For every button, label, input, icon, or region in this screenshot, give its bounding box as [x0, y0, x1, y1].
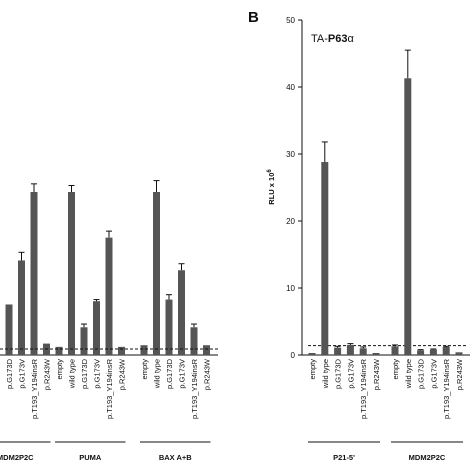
y-tick-label: 40: [286, 83, 295, 92]
group-label-bax-a-b: BAX A+B: [159, 453, 192, 462]
category-label: p.G173V: [93, 359, 102, 389]
bar-a-mdm2p2c-p-g173d: [5, 304, 13, 355]
bar-a-mdm2p2c-p-t193-y194insr: [30, 192, 38, 355]
bar-a-puma-wild-type: [68, 192, 75, 355]
bar-b-p21-5-p-g173d: [334, 347, 342, 355]
bar-b-mdm2p2c-p-t193-y194insr: [442, 346, 450, 355]
category-label: empty: [391, 359, 400, 380]
category-label: wild type: [321, 359, 330, 389]
bar-b-mdm2p2c-empty: [391, 346, 399, 355]
bar-a-mdm2p2c-p-g173v: [18, 260, 25, 355]
category-label: p.T193_Y194insR: [442, 358, 451, 419]
category-label: empty: [55, 359, 64, 380]
y-tick-label: 50: [286, 16, 295, 25]
bar-b-p21-5-p-r243w: [372, 352, 380, 355]
bar-a-bax-a-b-wild-type: [153, 192, 160, 355]
bar-a-puma-p-g173v: [93, 301, 100, 355]
bar-a-puma-empty: [55, 346, 63, 355]
category-label: p.G173D: [334, 358, 343, 389]
category-label: p.G173V: [178, 359, 187, 389]
category-label: p.G173V: [346, 359, 355, 389]
category-label: p.T193_Y194insR: [30, 358, 39, 419]
category-label: p.T193_Y194insR: [190, 358, 199, 419]
bar-a-bax-a-b-p-g173d: [165, 299, 173, 355]
category-label: p.G173D: [80, 358, 89, 389]
bar-a-puma-p-r243w: [118, 346, 125, 355]
panel-letter: B: [248, 9, 259, 26]
group-label-p21-5: P21-5': [333, 453, 355, 462]
category-label: p.G173D: [5, 358, 14, 389]
category-label: p.G173V: [429, 359, 438, 389]
category-label: p.R243W: [372, 358, 381, 390]
bar-a-puma-p-g173d: [80, 327, 88, 355]
y-tick-label: 20: [286, 217, 295, 226]
category-label: p.G173V: [18, 359, 27, 389]
bar-a-bax-a-b-p-g173v: [178, 270, 185, 355]
y-tick-label: 0: [291, 351, 296, 360]
category-label: empty: [140, 359, 149, 380]
y-axis-label: RLU x 106: [267, 169, 276, 205]
bar-b-p21-5-wild-type: [321, 162, 329, 355]
bar-b-p21-5-p-t193-y194insr: [359, 348, 367, 355]
bar-b-mdm2p2c-p-g173v: [429, 349, 437, 355]
group-label-mdm2p2c: MDM2P2C: [409, 453, 446, 462]
group-label-puma: PUMA: [79, 453, 102, 462]
category-label: p.G173D: [165, 358, 174, 389]
panel-b: B TA-P63α 0 10 20 30 40 50 RLU x 106 empty wild ty…: [248, 9, 470, 462]
y-tick-label: 10: [286, 284, 295, 293]
category-label: p.R243W: [118, 358, 127, 390]
category-label: p.R243W: [455, 358, 464, 390]
panel-a: p.G173D p.G173V p.T193_Y194insR p.R243WMDM2…: [0, 180, 218, 462]
bar-a-bax-a-b-p-r243w: [203, 345, 210, 355]
bar-b-mdm2p2c-wild-type: [404, 78, 412, 355]
category-label: wild type: [404, 359, 413, 389]
y-tick-label: 30: [286, 150, 295, 159]
category-label: p.G173D: [417, 358, 426, 389]
category-label: wild type: [68, 359, 77, 389]
bar-a-bax-a-b-empty: [140, 345, 148, 355]
bar-b-mdm2p2c-p-r243w: [455, 352, 463, 355]
bar-b-p21-5-empty: [308, 352, 316, 355]
bar-a-bax-a-b-p-t193-y194insr: [190, 327, 198, 355]
bar-b-p21-5-p-g173v: [346, 344, 354, 355]
bar-b-mdm2p2c-p-g173d: [417, 350, 425, 355]
group-label-mdm2p2c: MDM2P2C: [0, 453, 34, 462]
category-label: p.T193_Y194insR: [359, 358, 368, 419]
category-label: p.R243W: [203, 358, 212, 390]
category-label: p.R243W: [43, 358, 52, 390]
panel-b-title: TA-P63α: [311, 33, 354, 45]
category-label: wild type: [153, 359, 162, 389]
bar-a-puma-p-t193-y194insr: [105, 237, 113, 355]
category-label: empty: [308, 359, 317, 380]
category-label: p.T193_Y194insR: [105, 358, 114, 419]
